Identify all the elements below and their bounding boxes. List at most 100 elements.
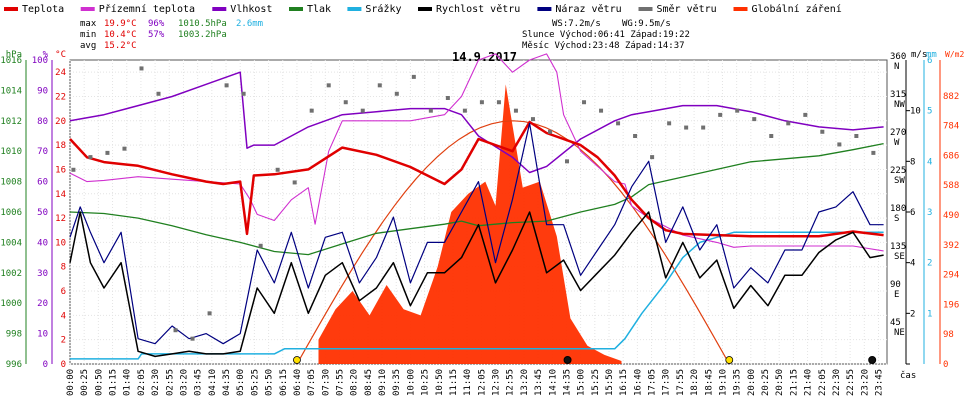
stat-max-label: max: [80, 19, 97, 29]
tick-label-time: 07:30: [321, 369, 331, 396]
tick-label-time: 20:50: [775, 369, 785, 396]
tick-label-pct: 60: [37, 178, 48, 188]
series-point-smer-vetru: [462, 108, 467, 113]
tick-label-degc: 8: [61, 263, 66, 273]
tick-label-dir: 225: [890, 166, 906, 176]
tick-label-time: 22:55: [846, 369, 856, 396]
tick-label-time: 11:40: [463, 369, 473, 396]
tick-label-time: 23:20: [860, 369, 870, 396]
tick-label-ms: 10: [910, 107, 921, 117]
tick-label-ms: 2: [910, 309, 915, 319]
series-point-smer-vetru: [650, 155, 655, 160]
series-point-smer-vetru: [616, 121, 621, 126]
series-point-smer-vetru: [309, 108, 314, 113]
series-point-smer-vetru: [786, 121, 791, 126]
series-point-smer-vetru: [139, 66, 144, 71]
series-point-smer-vetru: [292, 180, 297, 185]
tick-label-hpa: 1016: [0, 56, 22, 66]
tick-label-time: 13:20: [520, 369, 530, 396]
legend-swatch: [733, 7, 748, 11]
tick-label-dir-compass: N: [894, 62, 899, 72]
series-point-smer-vetru: [701, 125, 706, 130]
tick-label-mm: 4: [927, 157, 932, 167]
tick-label-time: 05:50: [265, 369, 275, 396]
legend-swatch: [418, 7, 432, 11]
legend-label: Vlhkost: [230, 4, 272, 15]
legend-label: Směr větru: [657, 3, 717, 15]
tick-label-time: 02:05: [137, 369, 147, 396]
series-line-vlhkost: [69, 71, 884, 174]
series-point-smer-vetru: [411, 74, 416, 79]
tick-label-time: 17:55: [676, 369, 686, 396]
tick-label-pct: 40: [37, 238, 48, 248]
legend-label: Globální záření: [752, 3, 842, 15]
tick-label-wm2: 490: [943, 211, 959, 221]
tick-label-time: 12:55: [506, 369, 516, 396]
tick-label-time: 06:15: [279, 369, 289, 396]
tick-label-degc: 24: [55, 68, 66, 78]
series-point-smer-vetru: [122, 146, 127, 151]
tick-label-time: 18:20: [690, 369, 700, 396]
tick-label-mm: 1: [927, 309, 932, 319]
tick-label-dir: 180: [890, 204, 906, 214]
tick-label-dir: 360: [890, 52, 906, 62]
legend-label: Přízemní teplota: [99, 3, 195, 15]
tick-label-time: 08:20: [350, 369, 360, 396]
tick-label-wm2: 392: [943, 241, 959, 251]
tick-label-time: 15:50: [605, 369, 615, 396]
series-point-smer-vetru: [258, 243, 263, 248]
series-point-smer-vetru: [803, 112, 808, 117]
axis-unit-hpa: hPa: [6, 50, 22, 60]
tick-label-pct: 90: [37, 86, 48, 96]
tick-label-dir: 90: [890, 280, 901, 290]
sunset-marker: [725, 356, 734, 364]
tick-label-time: 19:10: [718, 369, 728, 396]
stat-avg-label: avg: [80, 41, 96, 51]
stat-min-humidity: 57%: [148, 30, 165, 40]
tick-label-time: 10:25: [421, 369, 431, 396]
axis-unit-pct: %: [43, 50, 49, 60]
tick-label-ms: 8: [910, 157, 915, 167]
tick-label-time: 00:25: [80, 369, 90, 396]
tick-label-wm2: 882: [943, 92, 959, 102]
tick-label-degc: 0: [61, 360, 66, 370]
legend-swatch: [212, 7, 227, 11]
stat-max-temp: 19.9°C: [104, 19, 137, 29]
tick-label-time: 17:05: [648, 369, 658, 396]
tick-label-time: 20:00: [747, 369, 757, 396]
tick-label-wm2: 588: [943, 181, 959, 191]
series-point-smer-vetru: [71, 167, 76, 172]
tick-label-time: 03:45: [194, 369, 204, 396]
series-point-smer-vetru: [326, 83, 331, 88]
series-point-smer-vetru: [428, 108, 433, 113]
stat-avg-temp: 15.2°C: [104, 41, 137, 51]
series-point-smer-vetru: [207, 311, 212, 316]
series-point-smer-vetru: [105, 150, 110, 155]
tick-label-pct: 20: [37, 299, 48, 309]
series-point-smer-vetru: [684, 125, 689, 130]
tick-label-hpa: 1002: [0, 269, 22, 279]
tick-label-dir-compass: NW: [894, 100, 905, 110]
series-point-smer-vetru: [343, 100, 348, 105]
tick-label-degc: 6: [61, 287, 66, 297]
tick-label-dir: 315: [890, 90, 906, 100]
tick-label-pct: 100: [32, 56, 48, 66]
tick-label-time: 04:35: [222, 369, 232, 396]
tick-label-pct: 0: [43, 360, 48, 370]
tick-label-hpa: 1014: [0, 86, 22, 96]
tick-label-pct: 30: [37, 269, 48, 279]
tick-label-time: 18:45: [704, 369, 714, 396]
moonset-marker: [563, 356, 572, 364]
tick-label-dir-compass: E: [894, 290, 899, 300]
series-point-smer-vetru: [156, 91, 161, 96]
stat-min-pressure: 1003.2hPa: [178, 30, 227, 40]
stat-max-humidity: 96%: [148, 19, 165, 29]
tick-label-time: 12:05: [477, 369, 487, 396]
tick-label-time: 02:30: [151, 369, 161, 396]
tick-label-time: 22:05: [818, 369, 828, 396]
tick-label-mm: 2: [927, 259, 932, 269]
tick-label-wm2: 294: [943, 271, 959, 281]
axis-label-time: čas: [900, 370, 916, 381]
